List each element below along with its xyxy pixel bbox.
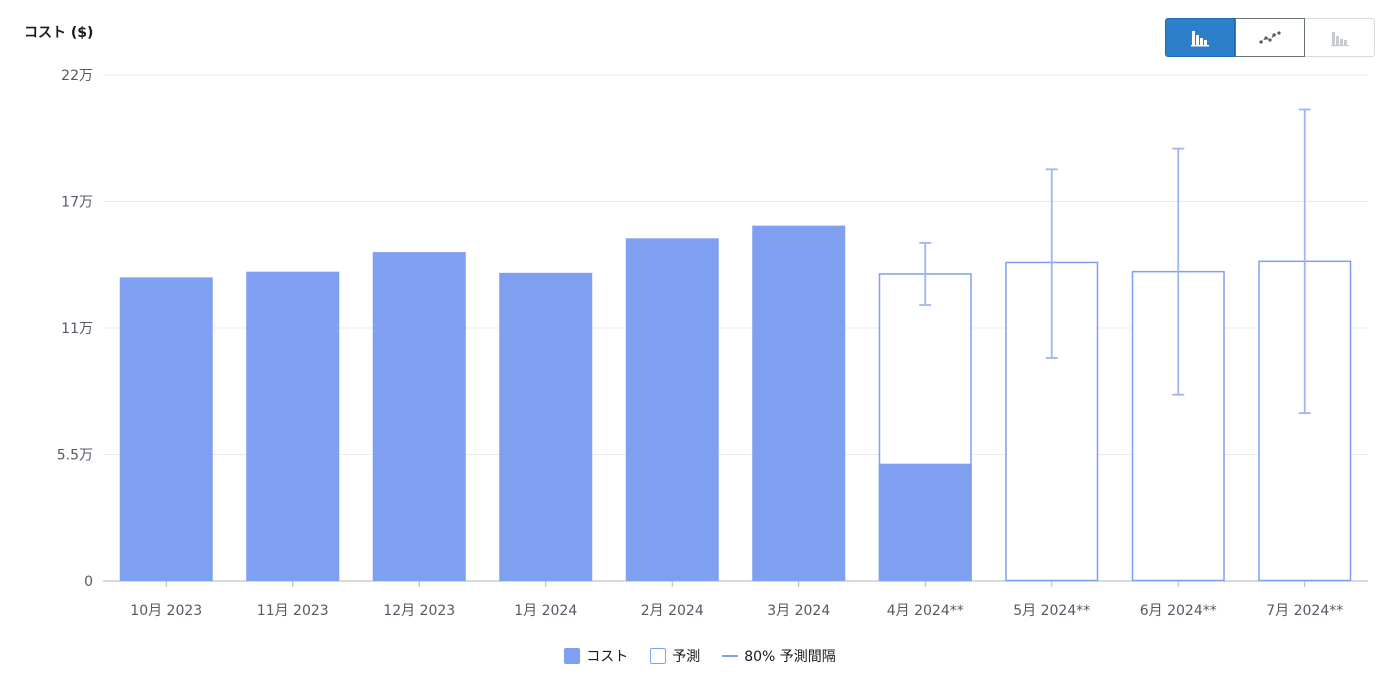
legend-item-interval[interactable]: 80% 予測間隔: [722, 646, 836, 666]
legend-swatch-cost: [564, 648, 581, 664]
cost-bar[interactable]: [878, 463, 972, 581]
x-tick-label: 11月 2023: [257, 603, 329, 619]
x-tick-label: 7月 2024**: [1266, 603, 1343, 619]
legend-label-interval: 80% 予測間隔: [744, 649, 836, 665]
x-tick-label: 12月 2023: [383, 603, 455, 619]
legend-item-forecast[interactable]: 予測: [650, 646, 700, 666]
chart-legend: コスト 予測 80% 予測間隔: [0, 646, 1400, 666]
x-tick-label: 2月 2024: [641, 603, 704, 619]
y-tick-label: 5.5万: [57, 448, 93, 464]
cost-bar[interactable]: [752, 225, 846, 581]
line-chart-icon: [1259, 30, 1281, 44]
legend-label-cost: コスト: [586, 649, 629, 665]
x-tick-label: 1月 2024: [514, 603, 577, 619]
legend-item-cost[interactable]: コスト: [564, 646, 628, 666]
cost-bar[interactable]: [372, 252, 466, 581]
y-tick-label: 11万: [61, 321, 93, 337]
legend-swatch-forecast: [650, 648, 667, 664]
cost-bar[interactable]: [119, 277, 213, 581]
cost-bar[interactable]: [246, 271, 340, 581]
cost-bar[interactable]: [625, 238, 719, 582]
y-tick-label: 17万: [61, 195, 93, 211]
interval-whisker[interactable]: [1045, 168, 1058, 359]
legend-swatch-interval: [722, 655, 739, 657]
interval-whisker[interactable]: [1172, 147, 1185, 396]
interval-whisker[interactable]: [1298, 108, 1311, 415]
y-tick-label: 22万: [61, 68, 93, 84]
y-tick-label: 0: [84, 574, 93, 590]
bar-chart-button[interactable]: [1165, 18, 1235, 57]
x-tick-label: 6月 2024**: [1140, 603, 1217, 619]
x-tick-label: 10月 2023: [130, 603, 202, 619]
y-axis-title: コスト ($): [24, 25, 94, 41]
bar-chart-icon: [1191, 30, 1209, 46]
cost-forecast-chart: 0 5.5万 11万 17万 22万 10月 2023 11月 2023 12月 2023 1…: [57, 68, 1368, 619]
line-chart-button[interactable]: [1235, 18, 1305, 57]
legend-label-forecast: 予測: [672, 649, 701, 665]
chart-type-toggle: [1165, 18, 1376, 57]
x-tick-label: 5月 2024**: [1013, 603, 1090, 619]
x-tick-label: 3月 2024: [767, 603, 830, 619]
cost-bar[interactable]: [499, 272, 593, 581]
stacked-bar-chart-icon: [1330, 31, 1349, 46]
stacked-bar-chart-button[interactable]: [1305, 18, 1375, 57]
interval-whisker[interactable]: [919, 241, 932, 306]
x-tick-label: 4月 2024**: [887, 603, 964, 619]
